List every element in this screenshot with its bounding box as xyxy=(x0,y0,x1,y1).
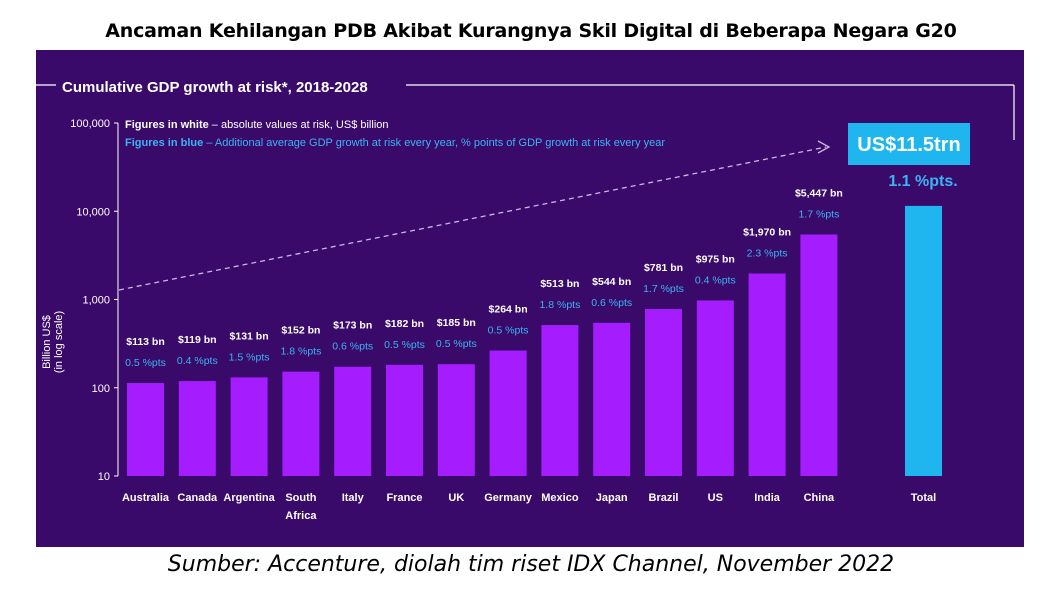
total-pct-label: 1.1 %pts. xyxy=(888,173,957,190)
category-label: Italy xyxy=(342,492,365,504)
bar xyxy=(230,377,268,476)
value-label: $513 bn xyxy=(540,278,579,290)
legend-blue-text: – Additional average GDP growth at risk … xyxy=(203,137,665,149)
pct-label: 1.7 %pts xyxy=(643,283,684,295)
value-label: $185 bn xyxy=(437,317,476,329)
category-label: US xyxy=(708,492,723,504)
bar xyxy=(645,308,682,476)
bar xyxy=(334,366,372,476)
bars: 0.5 %pts $113 bn Australia 0.4 %pts $119 bn C… xyxy=(122,188,942,522)
bar xyxy=(696,300,734,476)
value-label: $152 bn xyxy=(281,325,320,337)
category-label: Brazil xyxy=(649,492,679,504)
y-tick-label: 10,000 xyxy=(76,206,110,218)
page-title: Ancaman Kehilangan PDB Akibat Kurangnya … xyxy=(105,20,957,42)
bar xyxy=(437,364,475,476)
bar xyxy=(541,325,579,476)
bar xyxy=(800,234,838,476)
total-value-label: US$11.5trn xyxy=(857,134,960,156)
legend-blue-bold: Figures in blue xyxy=(125,137,203,149)
total-callout-box xyxy=(848,123,970,165)
value-label: $131 bn xyxy=(230,330,269,342)
bar xyxy=(127,383,164,476)
category-label: Japan xyxy=(596,492,628,504)
pct-label: 2.3 %pts xyxy=(747,248,788,260)
bar xyxy=(593,322,631,476)
category-label: France xyxy=(386,492,422,504)
pct-label: 0.4 %pts xyxy=(695,274,736,286)
legend-blue: Figures in blue – Additional average GDP… xyxy=(125,137,665,149)
total-bar xyxy=(905,205,942,476)
y-tick-label: 10 xyxy=(98,471,110,483)
pct-label: 0.6 %pts xyxy=(591,297,632,309)
value-label: $119 bn xyxy=(178,334,217,346)
y-axis-label-line2: (in log scale) xyxy=(53,311,65,373)
value-label: $1,970 bn xyxy=(743,227,791,239)
y-tick-label: 100,000 xyxy=(70,118,110,130)
pct-label: 0.5 %pts xyxy=(125,357,166,369)
category-label: Canada xyxy=(177,492,218,504)
pct-label: 0.4 %pts xyxy=(177,355,218,367)
pct-label: 0.6 %pts xyxy=(332,341,373,353)
y-axis-label: Billion US$ (in log scale) xyxy=(41,311,65,373)
value-label: $173 bn xyxy=(333,320,372,332)
pct-label: 1.8 %pts xyxy=(539,299,580,311)
category-label: China xyxy=(804,492,835,504)
category-label: Argentina xyxy=(223,492,275,504)
category-label: Africa xyxy=(285,510,317,522)
chart-svg: Cumulative GDP growth at risk*, 2018-202… xyxy=(36,79,1015,522)
pct-label: 0.5 %pts xyxy=(384,339,425,351)
y-ticks: 10 100 1,000 10,000 100,000 xyxy=(70,118,119,483)
pct-label: 0.5 %pts xyxy=(436,338,477,350)
value-label: $544 bn xyxy=(592,276,631,288)
y-tick-label: 1,000 xyxy=(82,295,110,307)
bar xyxy=(178,381,216,476)
pct-label: 0.5 %pts xyxy=(488,325,529,337)
bar xyxy=(282,371,320,476)
category-label: Germany xyxy=(484,492,533,504)
chart-title: Cumulative GDP growth at risk*, 2018-202… xyxy=(62,79,368,96)
value-label: $781 bn xyxy=(644,262,683,274)
category-label: South xyxy=(285,492,316,504)
bar xyxy=(489,350,527,476)
legend-white-bold: Figures in white xyxy=(125,119,209,131)
pct-label: 1.7 %pts xyxy=(798,209,839,221)
pct-label: 1.8 %pts xyxy=(280,346,321,358)
category-label: Australia xyxy=(122,492,170,504)
legend-white-text: – absolute values at risk, US$ billion xyxy=(209,119,389,131)
chart-panel: Cumulative GDP growth at risk*, 2018-202… xyxy=(36,50,1024,547)
bar xyxy=(386,364,423,476)
y-tick-label: 100 xyxy=(92,383,110,395)
legend-white: Figures in white – absolute values at ri… xyxy=(125,119,389,131)
pct-label: 1.5 %pts xyxy=(229,351,270,363)
y-axis-label-line1: Billion US$ xyxy=(41,315,53,369)
trend-arrow-line xyxy=(118,146,827,291)
bar xyxy=(748,273,786,476)
source-caption: Sumber: Accenture, diolah tim riset IDX … xyxy=(167,552,895,577)
category-label: Mexico xyxy=(541,492,579,504)
category-label-total: Total xyxy=(911,492,936,504)
category-label: India xyxy=(754,492,781,504)
value-label: $113 bn xyxy=(126,336,165,348)
value-label: $182 bn xyxy=(385,318,424,330)
category-label: UK xyxy=(448,492,464,504)
value-label: $264 bn xyxy=(489,304,528,316)
value-label: $5,447 bn xyxy=(795,188,843,200)
trend-arrow-head xyxy=(817,140,831,154)
value-label: $975 bn xyxy=(696,253,735,265)
